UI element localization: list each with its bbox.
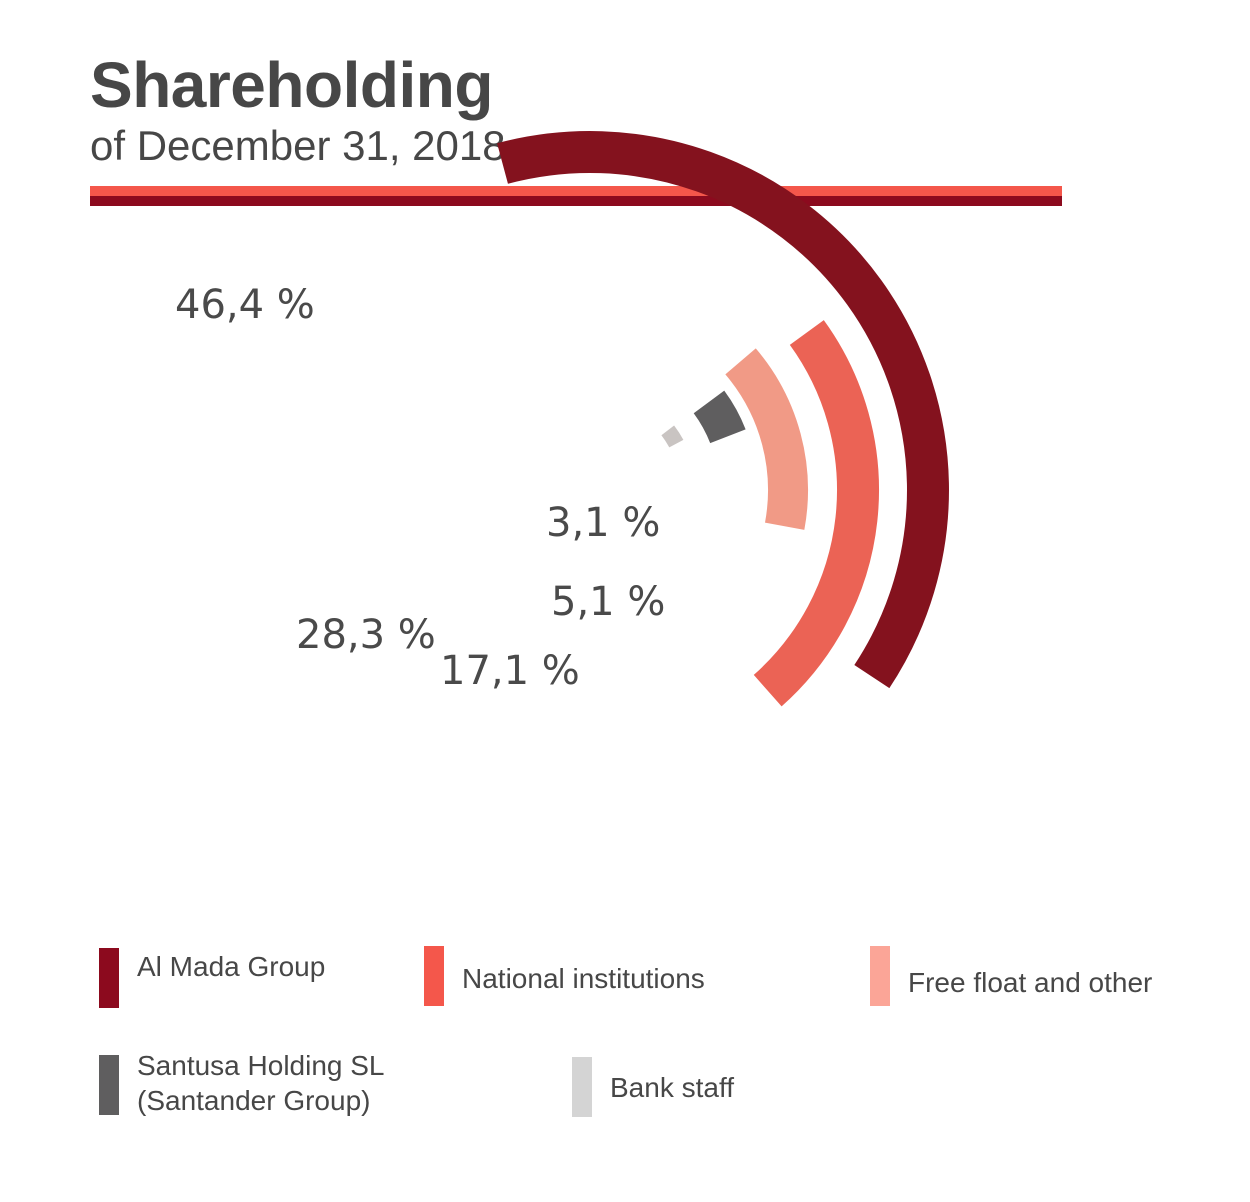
legend-item-national-institutions: National institutions — [424, 946, 705, 1006]
legend-item-free-float: Free float and other — [870, 946, 1152, 1006]
legend-swatch-national-institutions — [424, 946, 444, 1006]
legend-label-bank-staff: Bank staff — [610, 1071, 735, 1103]
arc-santusa-holding-sl-santander-group — [693, 390, 746, 444]
title-rule-bottom — [90, 196, 1062, 206]
arc-bank-staff — [661, 425, 684, 448]
chart-subtitle: of December 31, 2018 — [90, 122, 506, 169]
data-label-santusa-holding-sl-santander-group: 5,1 % — [551, 579, 665, 625]
legend-item-santusa: Santusa Holding SL (Santander Group) — [99, 1050, 385, 1118]
arc-free-float-and-other — [725, 348, 808, 530]
data-label-bank-staff: 3,1 % — [546, 500, 660, 546]
legend-label-al-mada: Al Mada Group — [137, 950, 326, 982]
legend-item-bank-staff: Bank staff — [572, 1057, 734, 1117]
legend-swatch-bank-staff — [572, 1057, 592, 1117]
legend-swatch-free-float — [870, 946, 890, 1006]
legend-swatch-al-mada — [99, 948, 119, 1008]
legend-label-santusa: Santusa Holding SL (Santander Group) — [137, 1050, 385, 1116]
data-label-national-institutions: 28,3 % — [296, 612, 436, 658]
arc-al-mada-group — [497, 131, 949, 689]
data-label-free-float-and-other: 17,1 % — [440, 648, 580, 694]
data-label-al-mada-group: 46,4 % — [175, 282, 315, 328]
chart-title: Shareholding — [90, 49, 493, 121]
arc-national-institutions — [753, 320, 879, 707]
legend-label-national-institutions: National institutions — [462, 962, 705, 994]
legend-swatch-santusa — [99, 1055, 119, 1115]
title-rule-top — [90, 186, 1062, 196]
legend-item-al-mada: Al Mada Group — [99, 948, 325, 1008]
legend-label-free-float: Free float and other — [908, 966, 1153, 998]
